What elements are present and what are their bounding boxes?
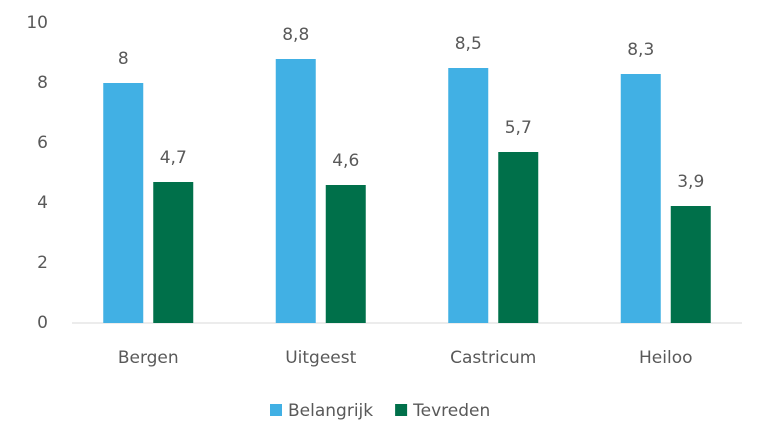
x-tick-label: Castricum [450, 348, 536, 368]
x-tick-label: Uitgeest [285, 348, 356, 368]
bar [620, 74, 661, 323]
value-label: 4,6 [332, 151, 359, 171]
y-tick-label: 0 [37, 313, 48, 333]
y-tick-label: 6 [37, 133, 48, 153]
y-tick-label: 10 [26, 13, 48, 33]
value-label: 5,7 [505, 118, 532, 138]
value-label: 8,3 [627, 40, 654, 60]
bar [448, 68, 489, 323]
bar [670, 206, 711, 323]
y-tick-label: 8 [37, 73, 48, 93]
legend-label: Tevreden [412, 401, 490, 421]
value-label: 8 [118, 49, 129, 69]
bar [103, 83, 144, 323]
legend-swatch [270, 404, 282, 416]
x-tick-label: Heiloo [639, 348, 693, 368]
bar [275, 59, 316, 323]
value-label: 4,7 [160, 148, 187, 168]
value-label: 3,9 [677, 172, 704, 192]
bar [153, 182, 194, 323]
bar [325, 185, 366, 323]
value-label: 8,8 [282, 25, 309, 45]
bar [498, 152, 539, 323]
x-tick-label: Bergen [118, 348, 179, 368]
y-tick-label: 2 [37, 253, 48, 273]
legend-swatch [395, 404, 408, 416]
y-tick-label: 4 [37, 193, 48, 213]
value-label: 8,5 [455, 34, 482, 54]
legend-label: Belangrijk [288, 401, 373, 421]
